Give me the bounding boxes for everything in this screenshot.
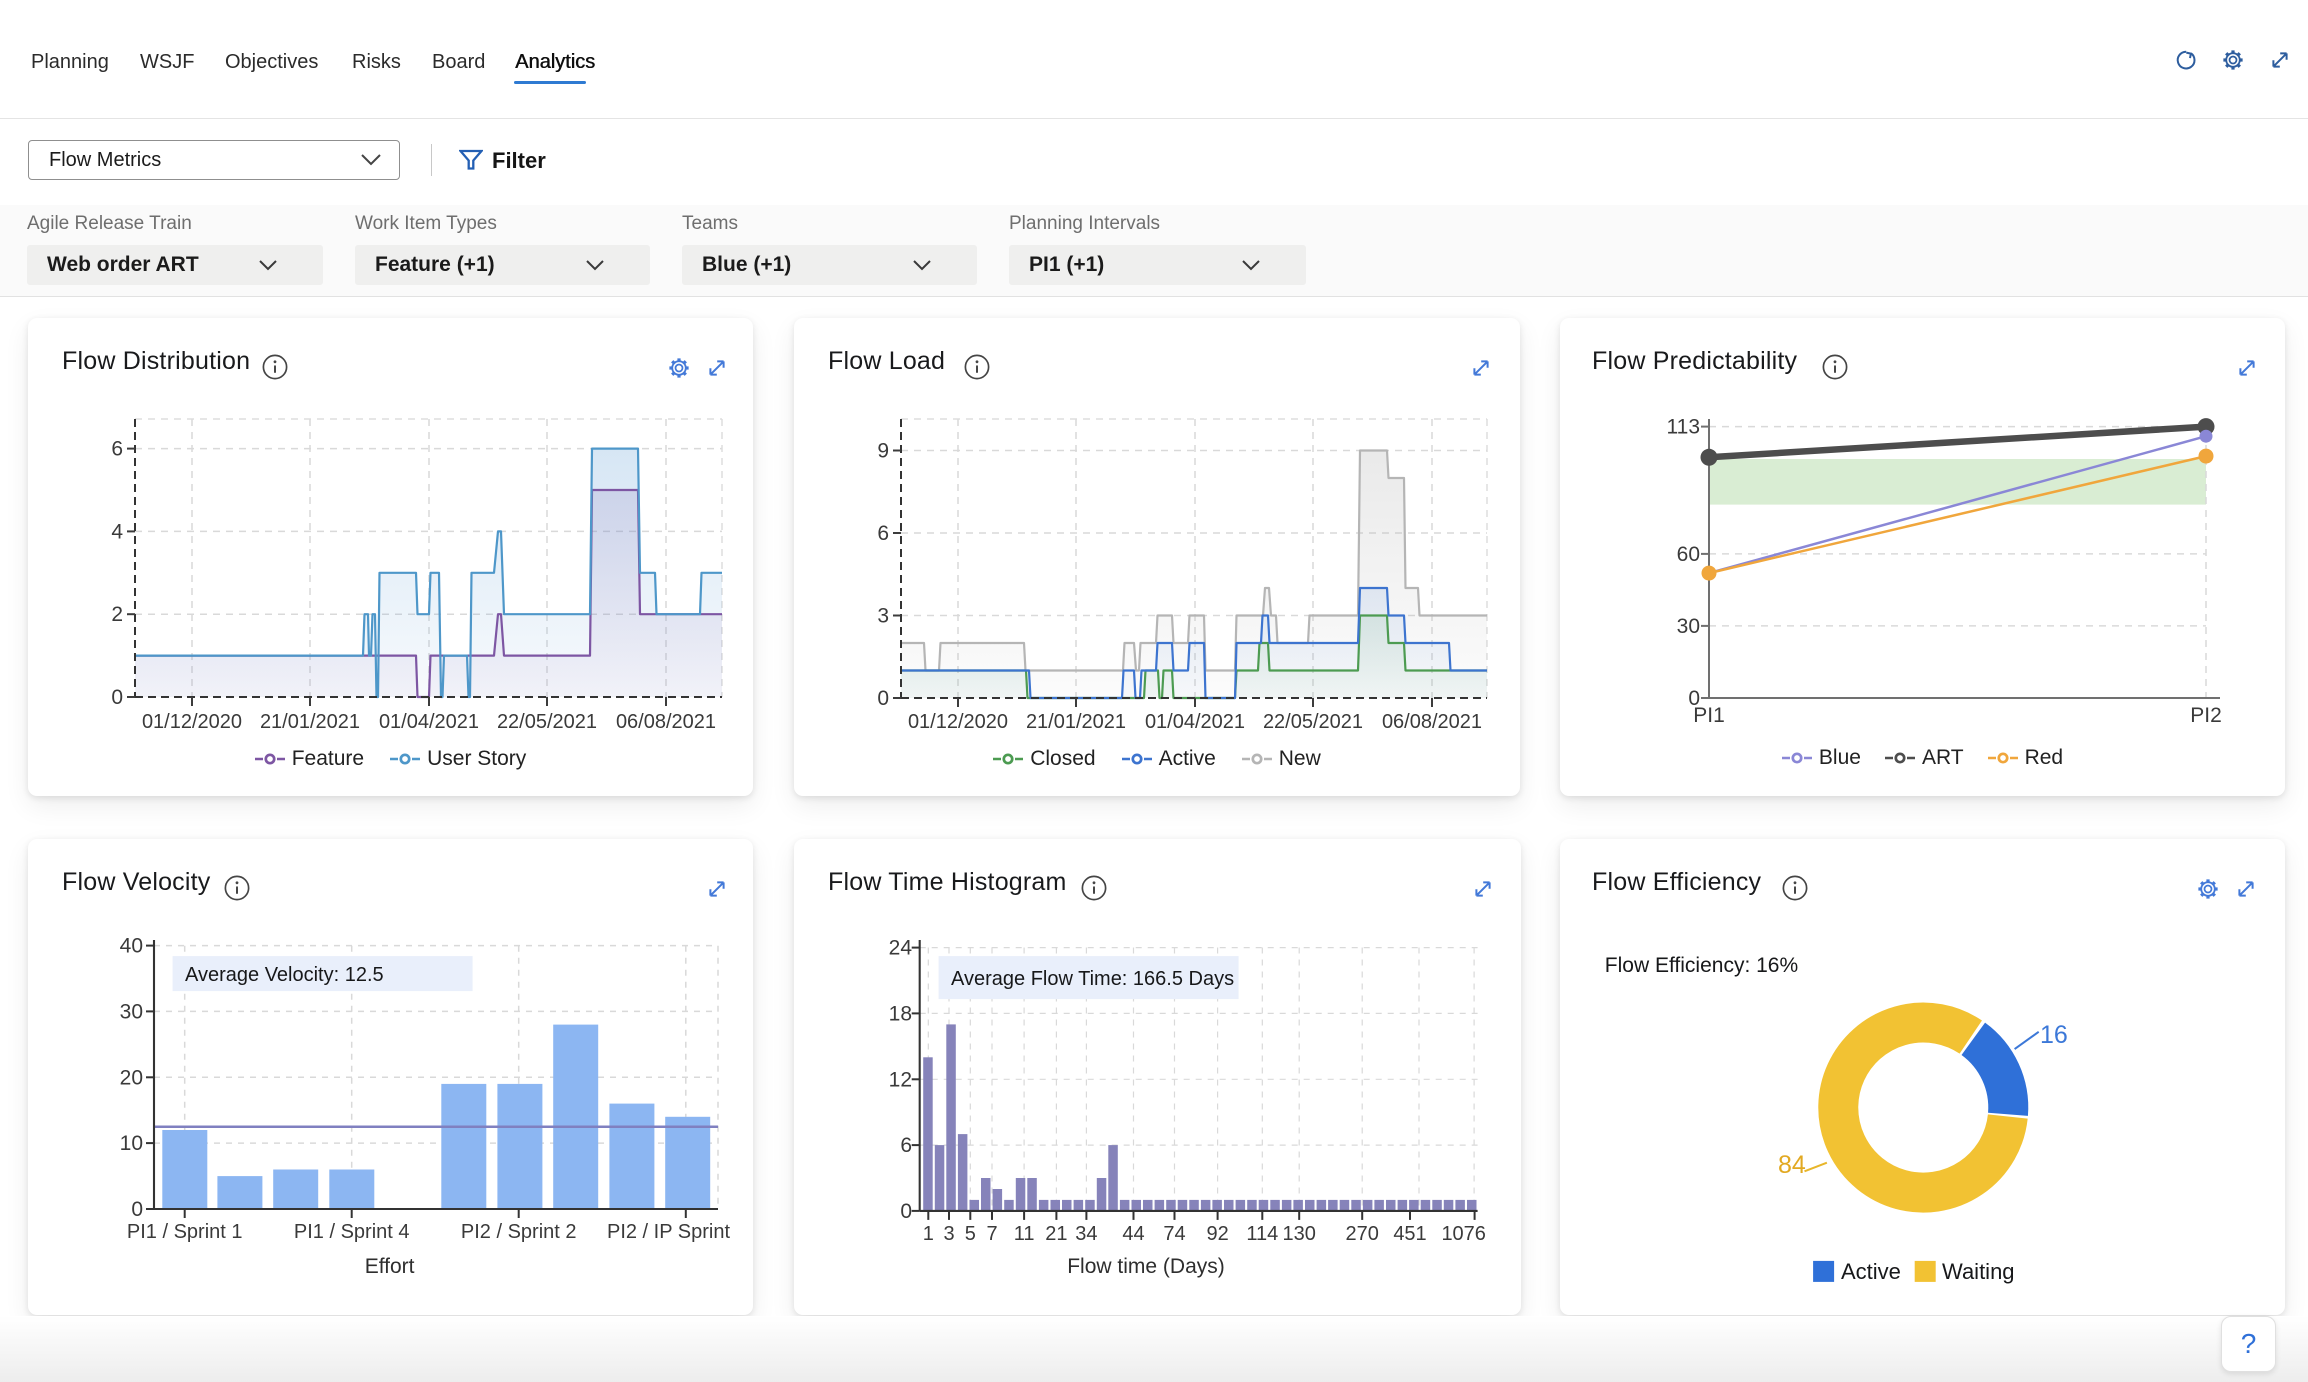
svg-text:11: 11 [1014, 1223, 1035, 1245]
svg-text:21: 21 [1045, 1223, 1067, 1245]
svg-text:92: 92 [1206, 1223, 1228, 1245]
svg-text:0: 0 [111, 686, 123, 709]
svg-text:Flow Efficiency: 16%: Flow Efficiency: 16% [1605, 954, 1798, 977]
svg-text:44: 44 [1122, 1223, 1144, 1245]
svg-text:30: 30 [120, 1000, 143, 1023]
svg-text:Flow time (Days): Flow time (Days) [1067, 1255, 1225, 1278]
svg-text:12: 12 [889, 1068, 912, 1091]
svg-text:270: 270 [1346, 1223, 1379, 1245]
svg-text:18: 18 [889, 1002, 912, 1025]
svg-text:01/12/2020: 01/12/2020 [908, 711, 1008, 733]
svg-text:0: 0 [1688, 687, 1700, 710]
svg-text:4: 4 [111, 520, 123, 543]
svg-text:PI2: PI2 [2190, 704, 2222, 727]
svg-text:21/01/2021: 21/01/2021 [1026, 711, 1126, 733]
svg-text:114: 114 [1246, 1223, 1278, 1245]
svg-text:0: 0 [900, 1200, 912, 1223]
svg-text:40: 40 [120, 935, 143, 958]
svg-text:Average Flow Time: 166.5 Days: Average Flow Time: 166.5 Days [951, 968, 1234, 990]
svg-text:21/01/2021: 21/01/2021 [260, 711, 360, 733]
svg-text:Effort: Effort [365, 1255, 415, 1278]
svg-text:9: 9 [877, 440, 889, 463]
svg-text:01/12/2020: 01/12/2020 [142, 711, 242, 733]
svg-text:PI1: PI1 [1693, 704, 1725, 727]
svg-text:130: 130 [1283, 1223, 1316, 1245]
svg-text:10: 10 [120, 1132, 143, 1155]
svg-text:30: 30 [1677, 615, 1700, 638]
svg-text:84: 84 [1778, 1151, 1806, 1179]
svg-text:PI2 / IP Sprint: PI2 / IP Sprint [607, 1221, 730, 1243]
svg-text:5: 5 [965, 1223, 976, 1245]
svg-text:34: 34 [1075, 1223, 1097, 1245]
svg-text:22/05/2021: 22/05/2021 [1263, 711, 1363, 733]
svg-text:Average Velocity: 12.5: Average Velocity: 12.5 [185, 964, 384, 986]
svg-text:6: 6 [111, 438, 123, 461]
svg-text:1076: 1076 [1441, 1223, 1486, 1245]
svg-text:PI1 / Sprint 1: PI1 / Sprint 1 [127, 1221, 243, 1243]
svg-text:16: 16 [2040, 1021, 2068, 1049]
svg-text:06/08/2021: 06/08/2021 [616, 711, 716, 733]
svg-text:0: 0 [877, 687, 889, 710]
svg-text:6: 6 [877, 522, 889, 545]
svg-text:451: 451 [1393, 1223, 1426, 1245]
svg-text:22/05/2021: 22/05/2021 [497, 711, 597, 733]
svg-text:24: 24 [889, 937, 913, 960]
svg-text:3: 3 [877, 605, 889, 628]
svg-text:113: 113 [1667, 416, 1700, 439]
svg-text:7: 7 [986, 1223, 997, 1245]
svg-text:01/04/2021: 01/04/2021 [1145, 711, 1245, 733]
svg-text:74: 74 [1163, 1223, 1185, 1245]
svg-text:1: 1 [923, 1223, 934, 1245]
svg-text:2: 2 [111, 603, 123, 626]
svg-text:PI2 / Sprint 2: PI2 / Sprint 2 [461, 1221, 577, 1243]
svg-text:01/04/2021: 01/04/2021 [379, 711, 479, 733]
svg-text:3: 3 [943, 1223, 954, 1245]
svg-text:6: 6 [900, 1134, 912, 1157]
svg-text:Active: Active [1841, 1259, 1901, 1284]
svg-text:06/08/2021: 06/08/2021 [1382, 711, 1482, 733]
svg-text:20: 20 [120, 1066, 143, 1089]
svg-text:Waiting: Waiting [1942, 1259, 2015, 1284]
svg-text:PI1 / Sprint 4: PI1 / Sprint 4 [294, 1221, 410, 1243]
svg-text:0: 0 [131, 1198, 143, 1221]
svg-text:60: 60 [1677, 543, 1700, 566]
